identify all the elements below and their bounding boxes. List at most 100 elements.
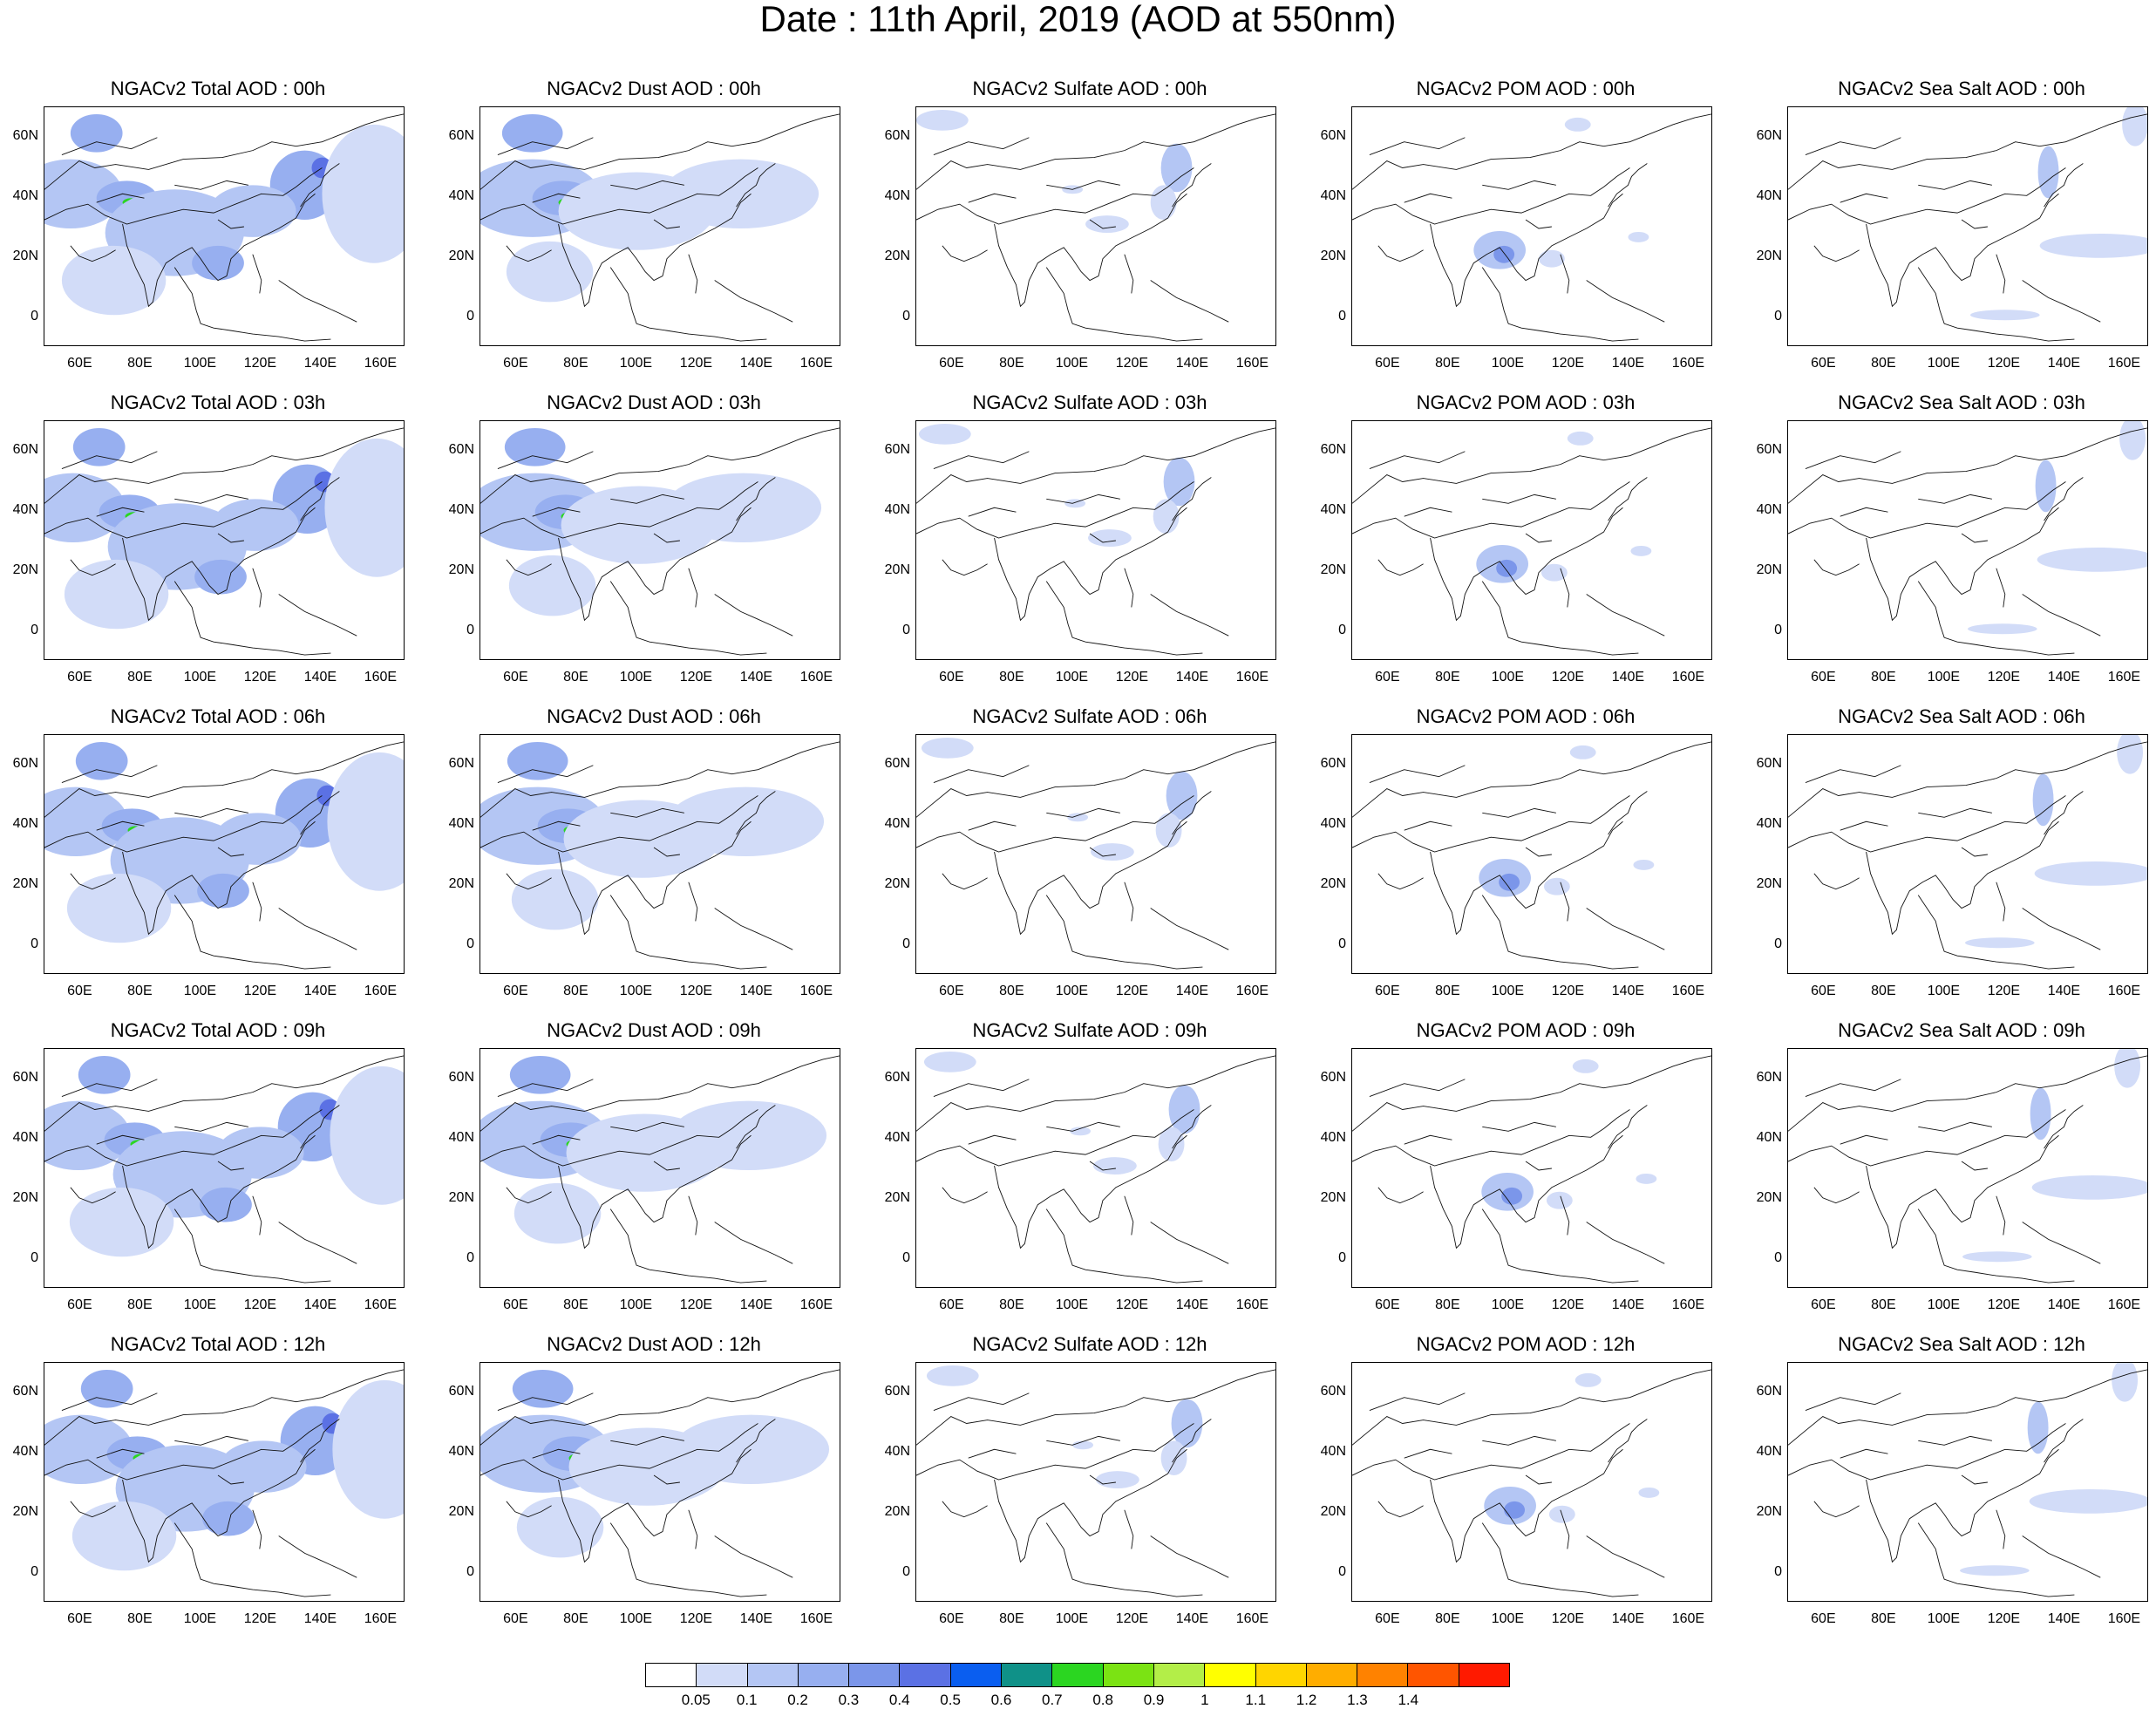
coastline bbox=[1840, 193, 1888, 203]
aerosol-region bbox=[44, 786, 128, 856]
lon-tick-label: 80E bbox=[1871, 1611, 1896, 1626]
colorbar-swatch bbox=[849, 1664, 901, 1686]
lon-tick-label: 100E bbox=[183, 356, 217, 371]
aerosol-region bbox=[220, 1440, 307, 1493]
coastline bbox=[1586, 594, 1665, 637]
coastline bbox=[96, 1134, 145, 1145]
aerosol-region bbox=[44, 1100, 131, 1170]
lon-tick-label: 160E bbox=[2107, 1611, 2141, 1626]
aod-map bbox=[480, 741, 840, 970]
lon-tick-label: 80E bbox=[563, 1297, 588, 1312]
lon-tick-label: 160E bbox=[1235, 1297, 1269, 1312]
coastline bbox=[2044, 1419, 2084, 1463]
coastline bbox=[497, 1392, 594, 1412]
coastline bbox=[1608, 791, 1648, 835]
lat-tick-label: 20N bbox=[884, 248, 910, 263]
lat-tick-label: 0 bbox=[902, 1563, 910, 1579]
aerosol-region bbox=[44, 1414, 133, 1484]
lon-tick-label: 60E bbox=[67, 670, 92, 684]
coastline bbox=[1996, 1509, 2006, 1549]
coastline bbox=[174, 1121, 248, 1132]
coastline bbox=[44, 167, 323, 225]
coastline bbox=[1046, 1435, 1120, 1446]
lon-tick-label: 140E bbox=[739, 356, 773, 371]
coastline bbox=[480, 481, 758, 539]
coastline bbox=[173, 1522, 331, 1597]
map-frame bbox=[1787, 106, 2148, 346]
aerosol-region bbox=[672, 1414, 830, 1484]
lon-tick-label: 160E bbox=[1671, 1297, 1705, 1312]
lat-tick-label: 60N bbox=[12, 756, 38, 772]
coastline bbox=[300, 163, 340, 208]
coastline bbox=[506, 559, 552, 576]
lat-tick-label: 20N bbox=[884, 1503, 910, 1519]
coastline bbox=[1788, 481, 2066, 539]
map-frame bbox=[915, 1048, 1276, 1288]
aerosol-region bbox=[501, 113, 563, 153]
coastline bbox=[2044, 163, 2084, 208]
lat-tick-label: 40N bbox=[1756, 1130, 1782, 1146]
map-frame bbox=[1787, 734, 2148, 974]
lat-tick-label: 0 bbox=[902, 936, 910, 951]
aerosol-region bbox=[1171, 1399, 1203, 1448]
lon-tick-label: 80E bbox=[563, 1611, 588, 1626]
map-panel: NGACv2 Sea Salt AOD : 06h 60N 40N 20N 0 60E 80… bbox=[1744, 706, 2156, 1020]
coastline bbox=[217, 533, 244, 543]
panel-title: NGACv2 Sea Salt AOD : 09h bbox=[1838, 1019, 2085, 1041]
aod-map bbox=[1788, 1049, 2147, 1283]
lat-tick-label: 0 bbox=[1338, 622, 1346, 637]
coastline bbox=[609, 1522, 767, 1597]
coastline bbox=[1352, 795, 1630, 853]
coastline bbox=[1352, 113, 1711, 190]
coastline bbox=[653, 533, 680, 543]
lon-tick-label: 100E bbox=[1055, 1611, 1089, 1626]
map-panel: NGACv2 Dust AOD : 03h 60N 40N 20N 0 60E 80E 100… bbox=[436, 392, 872, 706]
map-panel: NGACv2 Sulfate AOD : 06h 60N 40N 20N 0 60E 80E… bbox=[872, 706, 1308, 1020]
coastline bbox=[1430, 1448, 1623, 1563]
panel-title: NGACv2 POM AOD : 00h bbox=[1416, 78, 1636, 99]
coastline bbox=[480, 795, 758, 853]
aerosol-region bbox=[1638, 1487, 1660, 1498]
coastline bbox=[173, 895, 331, 970]
lon-tick-label: 60E bbox=[503, 670, 528, 684]
coastline bbox=[558, 820, 752, 936]
lat-tick-label: 60N bbox=[884, 1384, 910, 1399]
lon-tick-label: 60E bbox=[939, 670, 964, 684]
aerosol-region bbox=[1070, 1127, 1092, 1136]
lat-tick-label: 0 bbox=[1338, 1563, 1346, 1579]
lat-tick-label: 0 bbox=[466, 1249, 474, 1265]
aerosol-region bbox=[1546, 1191, 1573, 1209]
aerosol-region bbox=[69, 1187, 174, 1257]
coastline bbox=[609, 1209, 767, 1283]
lat-tick-label: 20N bbox=[12, 875, 38, 891]
coastline bbox=[252, 568, 262, 608]
lon-tick-label: 160E bbox=[2107, 1297, 2141, 1312]
panel-title: NGACv2 Dust AOD : 06h bbox=[547, 705, 761, 727]
coastline bbox=[688, 1195, 698, 1236]
coastline bbox=[70, 873, 116, 890]
aerosol-region bbox=[64, 559, 169, 630]
coastline bbox=[532, 1448, 581, 1459]
aerosol-region bbox=[2032, 773, 2054, 827]
map-frame bbox=[915, 106, 1276, 346]
coastline bbox=[1560, 1509, 1570, 1549]
lat-tick-label: 20N bbox=[12, 562, 38, 577]
coastline bbox=[1788, 427, 2147, 504]
coastline bbox=[1586, 1535, 1665, 1578]
map-panel: NGACv2 POM AOD : 00h 60N 40N 20N 0 60E 80E 100E… bbox=[1308, 78, 1744, 392]
colorbar-label: 0.1 bbox=[736, 1692, 758, 1708]
panel-title: NGACv2 Sulfate AOD : 03h bbox=[972, 392, 1207, 413]
lon-tick-label: 160E bbox=[364, 1297, 398, 1312]
coastline bbox=[44, 741, 404, 818]
panel-title: NGACv2 Sulfate AOD : 00h bbox=[972, 78, 1207, 99]
lat-tick-label: 0 bbox=[1774, 936, 1782, 951]
coastline bbox=[122, 507, 316, 622]
lat-tick-label: 60N bbox=[1756, 1070, 1782, 1086]
aod-map bbox=[1352, 113, 1711, 342]
coastline bbox=[1482, 1121, 1556, 1132]
aerosol-region bbox=[670, 1100, 827, 1170]
coastline bbox=[1150, 1535, 1229, 1578]
coastline bbox=[2022, 280, 2101, 323]
coastline bbox=[1813, 1501, 1860, 1518]
lat-tick-label: 0 bbox=[1338, 1249, 1346, 1265]
